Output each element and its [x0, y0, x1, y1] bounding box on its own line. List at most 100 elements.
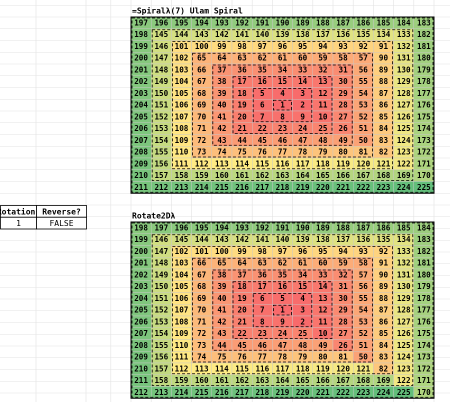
cell-value: 96 [278, 42, 288, 51]
cell-value: 208 [134, 341, 148, 350]
cell-value: 217 [255, 183, 269, 192]
ring-border [151, 29, 414, 181]
param-header: Reverse? [42, 207, 81, 216]
cell-value: 163 [276, 171, 290, 180]
cell-value: 82 [379, 364, 388, 373]
cell-value: 124 [397, 353, 411, 362]
cell-value: 47 [298, 136, 307, 145]
cell-value: 39 [217, 282, 227, 291]
cell-value: 120 [336, 364, 350, 373]
cell-value: 216 [215, 388, 229, 397]
cell-value: 63 [258, 259, 268, 268]
cell-value: 178 [417, 294, 431, 303]
cell-value: 104 [175, 270, 189, 279]
cell-value: 182 [417, 30, 431, 39]
cell-value: 107 [175, 306, 189, 315]
cell-value: 111 [175, 159, 189, 168]
cell-value: 219 [296, 183, 310, 192]
cell-value: 92 [359, 42, 368, 51]
cell-value: 94 [339, 247, 349, 256]
cell-value: 106 [175, 101, 189, 110]
cell-value: 72 [197, 329, 206, 338]
cell-value: 158 [154, 376, 168, 385]
cell-value: 46 [258, 341, 268, 350]
cell-value: 10 [318, 112, 328, 121]
ring-border [151, 234, 414, 386]
cell-value: 1 [280, 101, 285, 110]
cell-value: 155 [154, 341, 168, 350]
cell-value: 66 [197, 259, 207, 268]
cell-value: 162 [255, 171, 269, 180]
cell-value: 128 [397, 306, 411, 315]
cell-value: 119 [316, 364, 330, 373]
cell-value: 152 [154, 306, 168, 315]
cell-value: 29 [339, 89, 349, 98]
cell-value: 211 [134, 376, 148, 385]
cell-value: 26 [339, 341, 349, 350]
cell-value: 187 [336, 18, 350, 27]
cell-value: 70 [197, 306, 207, 315]
cell-value: 14 [298, 77, 308, 86]
cell-value: 22 [258, 124, 267, 133]
cell-value: 88 [379, 294, 389, 303]
cell-value: 77 [258, 353, 267, 362]
cell-value: 33 [318, 270, 328, 279]
cell-value: 192 [255, 223, 269, 232]
cell-value: 17 [258, 282, 267, 291]
cell-value: 65 [217, 259, 227, 268]
cell-value: 19 [238, 101, 248, 110]
cell-value: 37 [217, 65, 226, 74]
cell-value: 131 [397, 54, 411, 63]
cell-value: 19 [238, 294, 248, 303]
cell-value: 225 [417, 183, 431, 192]
cell-value: 68 [197, 282, 207, 291]
cell-value: 23 [278, 124, 288, 133]
cell-value: 9 [300, 112, 305, 121]
cell-value: 166 [336, 171, 350, 180]
cell-value: 109 [175, 136, 189, 145]
cell-value: 142 [215, 30, 229, 39]
cell-value: 27 [339, 112, 348, 121]
cell-value: 99 [217, 42, 227, 51]
cell-value: 4 [300, 294, 305, 303]
cell-value: 205 [134, 306, 148, 315]
cell-value: 202 [134, 270, 148, 279]
cell-value: 58 [339, 54, 349, 63]
cell-value: 134 [397, 235, 411, 244]
cell-value: 51 [359, 341, 369, 350]
cell-value: 192 [235, 18, 249, 27]
cell-value: 123 [397, 364, 411, 373]
cell-value: 163 [255, 376, 269, 385]
cell-value: 185 [377, 18, 391, 27]
cell-value: 165 [316, 171, 330, 180]
grid-border [130, 221, 435, 399]
cell-value: 64 [217, 54, 227, 63]
cell-value: 87 [379, 306, 388, 315]
cell-value: 210 [134, 364, 148, 373]
cell-value: 44 [217, 341, 227, 350]
cell-value: 146 [154, 42, 168, 51]
ring-border [252, 293, 313, 328]
cell-value: 214 [195, 183, 209, 192]
cell-value: 177 [417, 89, 431, 98]
param-value: FALSE [49, 219, 73, 228]
cell-value: 129 [397, 294, 411, 303]
cell-value: 105 [175, 89, 189, 98]
cell-value: 113 [215, 159, 229, 168]
cell-value: 52 [359, 329, 368, 338]
cell-value: 191 [276, 223, 290, 232]
cell-value: 5 [280, 294, 285, 303]
cell-value: 35 [258, 65, 268, 74]
cell-value: 47 [278, 341, 287, 350]
cell-value: 81 [339, 353, 349, 362]
cell-value: 99 [238, 247, 248, 256]
cell-value: 183 [417, 235, 431, 244]
cell-value: 30 [339, 77, 349, 86]
cell-value: 161 [235, 171, 249, 180]
cell-value: 150 [154, 89, 168, 98]
cell-value: 128 [397, 89, 411, 98]
cell-value: 4 [280, 89, 285, 98]
cell-value: 126 [397, 329, 411, 338]
cell-value: 83 [379, 136, 389, 145]
